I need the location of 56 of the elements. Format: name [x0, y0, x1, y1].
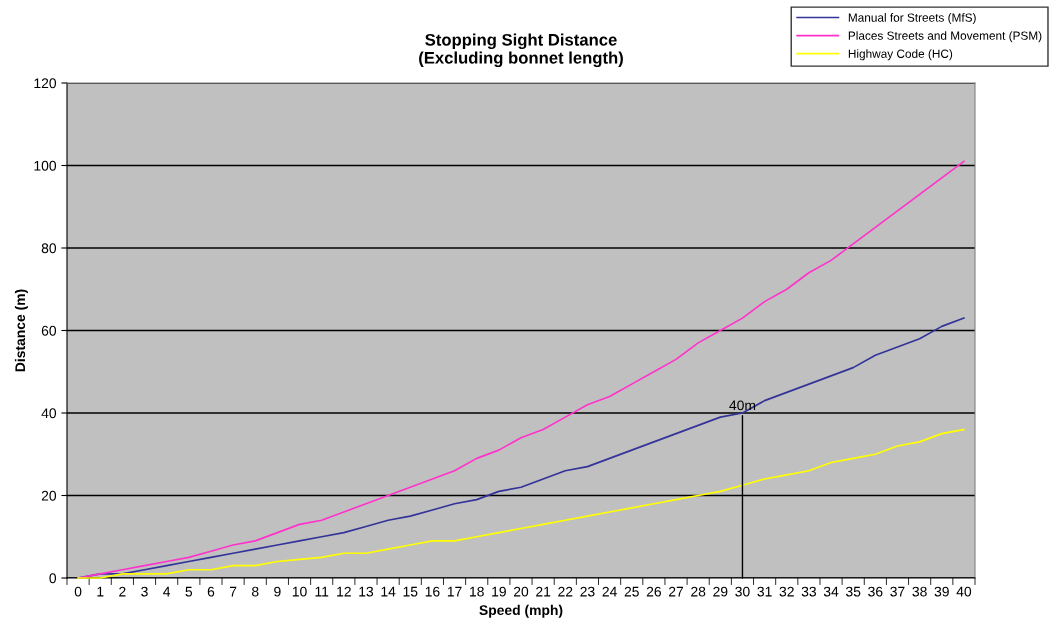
y-tick-label: 0	[49, 573, 57, 584]
x-tick-label: 21	[536, 586, 551, 597]
legend-label: Highway Code (HC)	[848, 49, 953, 61]
x-tick-label: 25	[624, 586, 639, 597]
x-tick-label: 14	[381, 586, 396, 597]
x-tick-label: 32	[779, 586, 794, 597]
x-tick-label: 10	[292, 586, 307, 597]
x-tick-label: 26	[646, 586, 661, 597]
y-tick-label: 100	[34, 160, 57, 171]
x-tick-label: 11	[315, 586, 329, 597]
x-tick-label: 23	[580, 586, 595, 597]
x-tick-label: 28	[691, 586, 706, 597]
x-tick-label: 16	[425, 586, 440, 597]
x-tick-label: 22	[558, 586, 573, 597]
y-tick-label: 40	[41, 408, 57, 419]
x-tick-label: 6	[207, 586, 215, 597]
y-tick-label: 120	[34, 78, 57, 89]
y-tick-label: 60	[41, 325, 57, 336]
x-tick-label: 20	[513, 586, 529, 597]
x-tick-label: 19	[492, 586, 506, 597]
x-tick-label: 1	[97, 586, 104, 597]
x-tick-label: 15	[403, 586, 418, 597]
x-tick-label: 13	[359, 586, 374, 597]
x-tick-label: 7	[229, 586, 237, 597]
annotation: 40m	[729, 400, 756, 411]
y-tick-label: 80	[41, 243, 57, 254]
x-tick-label: 5	[185, 586, 193, 597]
x-tick-label: 24	[602, 586, 617, 597]
x-tick-label: 39	[934, 586, 949, 597]
x-tick-label: 0	[74, 586, 82, 597]
x-tick-label: 30	[735, 586, 750, 597]
x-tick-label: 36	[868, 586, 883, 597]
x-tick-label: 17	[447, 586, 462, 597]
x-tick-label: 35	[846, 586, 861, 597]
y-axis-title: Distance (m)	[14, 289, 28, 372]
x-tick-label: 33	[801, 586, 817, 597]
chart-title: Stopping Sight Distance (Excluding bonnet length)	[419, 33, 623, 68]
x-tick-label: 2	[119, 586, 126, 597]
x-tick-label: 8	[251, 586, 259, 597]
x-tick-label: 3	[141, 586, 148, 597]
x-tick-label: 4	[163, 586, 171, 597]
x-tick-label: 37	[890, 586, 905, 597]
x-tick-label: 9	[274, 586, 281, 597]
x-tick-label: 40	[956, 586, 972, 597]
x-tick-label: 18	[470, 586, 484, 597]
x-tick-label: 29	[713, 586, 728, 597]
x-axis-title: Speed (mph)	[479, 604, 563, 618]
legend-label: Places Streets and Movement (PSM)	[848, 31, 1042, 43]
line-series	[77, 428, 965, 579]
x-tick-label: 34	[823, 586, 839, 597]
x-tick-label: 38	[912, 586, 927, 597]
legend-label: Manual for Streets (MfS)	[848, 13, 976, 25]
x-tick-label: 27	[669, 586, 684, 597]
y-tick-label: 20	[41, 490, 57, 501]
x-tick-label: 12	[337, 586, 351, 597]
x-tick-label: 31	[757, 586, 772, 597]
